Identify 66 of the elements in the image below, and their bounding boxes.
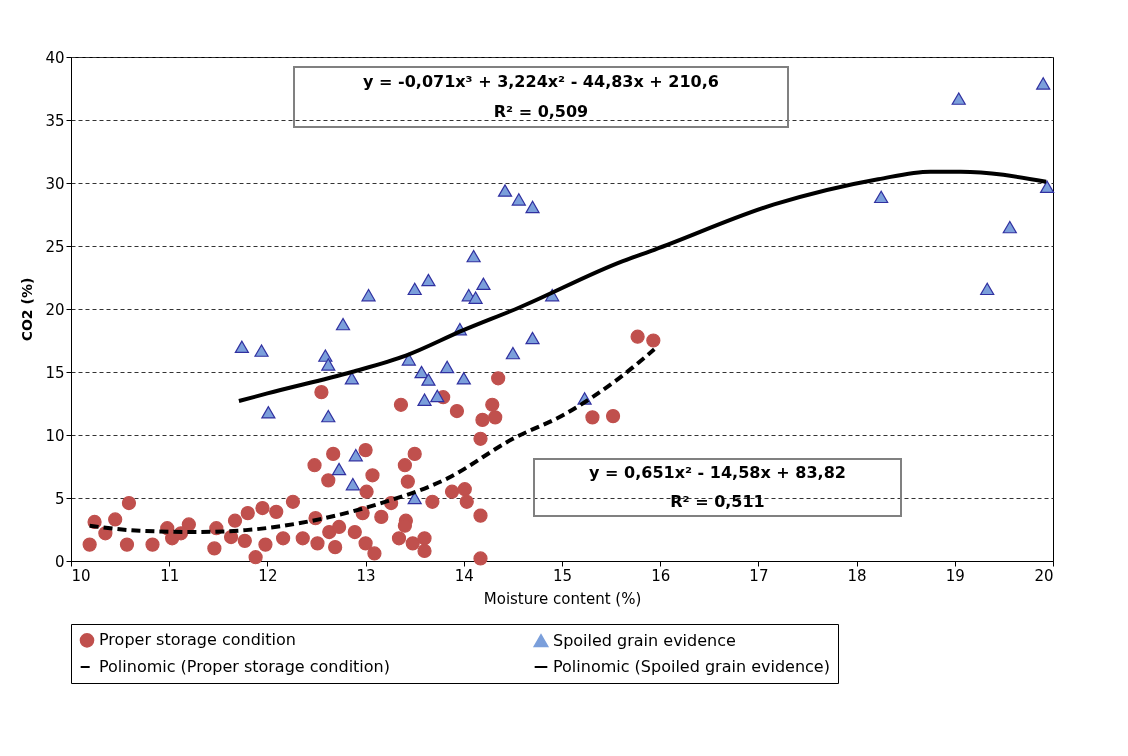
point xyxy=(421,373,436,386)
x-tick-label: 10 xyxy=(71,566,91,585)
point xyxy=(345,477,360,491)
point xyxy=(348,448,363,462)
point xyxy=(511,193,526,206)
point xyxy=(361,288,376,302)
point xyxy=(417,393,432,406)
point xyxy=(331,462,347,476)
point xyxy=(456,372,471,385)
point xyxy=(254,344,269,357)
point xyxy=(414,365,429,379)
point xyxy=(980,282,995,296)
x-tick-label: 20 xyxy=(1034,566,1054,585)
point xyxy=(261,406,276,419)
point xyxy=(476,277,491,291)
point xyxy=(497,184,513,197)
point xyxy=(874,190,889,204)
annotation: R² = 0,511 xyxy=(670,491,765,511)
point xyxy=(525,331,540,345)
x-tick-label: 16 xyxy=(651,566,671,585)
x-tick-label: 12 xyxy=(258,566,278,585)
x-tick-label: 13 xyxy=(356,566,376,585)
y-axis-title: CO2 (%) xyxy=(19,277,36,342)
y-tick-label: 0 xyxy=(54,552,65,571)
point xyxy=(951,92,966,105)
point xyxy=(466,249,481,263)
legend-label: Polinomic (Proper storage condition) xyxy=(99,657,390,676)
y-tick-label: 40 xyxy=(45,48,65,67)
legend-label: Polinomic (Spoiled grain evidence) xyxy=(553,657,830,676)
x-axis-title: Moisture content (%) xyxy=(483,589,642,608)
x-tick-label: 14 xyxy=(454,566,474,585)
x-tick-label: 18 xyxy=(847,566,867,585)
y-tick-label: 30 xyxy=(45,174,65,193)
y-tick-label: 10 xyxy=(45,426,65,445)
y-tick-label: 5 xyxy=(54,489,65,508)
x-tick-label: 11 xyxy=(160,566,180,585)
point xyxy=(1002,220,1017,234)
point xyxy=(430,389,445,403)
point xyxy=(344,372,359,385)
y-tick-label: 20 xyxy=(45,300,65,319)
annotation: y = -0,071x³ + 3,224x² - 44,83x + 210,6 xyxy=(363,72,719,91)
point xyxy=(1036,77,1051,90)
annotation: y = 0,651x² - 14,58x + 83,82 xyxy=(589,463,846,483)
legend-label: Spoiled grain evidence xyxy=(553,630,736,650)
annotation: R² = 0,509 xyxy=(493,102,589,121)
point xyxy=(468,291,483,304)
point xyxy=(525,200,540,214)
legend-label: Proper storage condition xyxy=(99,630,296,650)
point xyxy=(439,360,455,374)
point xyxy=(401,353,416,366)
point xyxy=(407,282,422,296)
point xyxy=(335,317,351,331)
point xyxy=(505,346,521,360)
x-tick-label: 15 xyxy=(552,566,573,585)
point xyxy=(321,358,336,371)
x-tick-label: 19 xyxy=(945,566,965,585)
y-tick-label: 25 xyxy=(45,237,65,256)
x-tick-label: 17 xyxy=(749,566,769,585)
point xyxy=(421,273,436,287)
point xyxy=(234,340,249,354)
point xyxy=(1039,180,1055,194)
point xyxy=(318,349,333,362)
point xyxy=(407,491,422,505)
y-tick-label: 15 xyxy=(45,363,65,382)
point xyxy=(321,409,336,423)
y-tick-label: 35 xyxy=(45,111,65,130)
